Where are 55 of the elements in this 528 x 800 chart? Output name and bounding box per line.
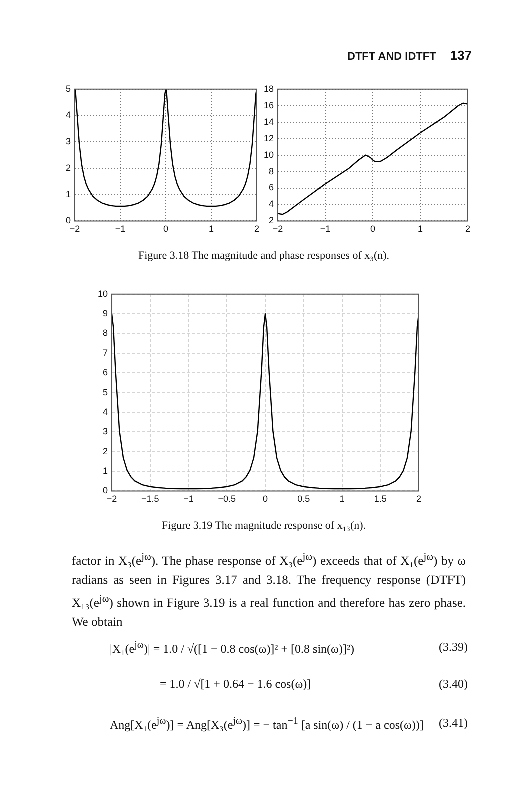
x-tick-label: 1 (418, 224, 424, 234)
y-tick-label: 3 (66, 136, 72, 147)
x-tick-label: −2 (272, 224, 284, 234)
x-tick-label: 1.5 (374, 494, 387, 504)
x-tick-label: −2 (70, 224, 80, 234)
x-tick-label: −0.5 (218, 494, 236, 504)
y-tick-label: 9 (102, 308, 108, 319)
x-tick-label: 0 (163, 224, 169, 234)
text: 137 (450, 48, 472, 63)
x-tick-label: −2 (106, 494, 118, 504)
text: (3.40) (439, 677, 468, 692)
x-tick-label: 2 (416, 494, 422, 504)
x-tick-label: −1 (320, 224, 331, 234)
y-tick-label: 2 (102, 446, 108, 456)
y-tick-label: 4 (268, 199, 274, 210)
text: = 1.0 / √[1 + 0.64 − 1.6 cos(ω)] (160, 677, 312, 692)
y-tick-label: 2 (66, 162, 72, 173)
y-tick-label: 18 (264, 84, 274, 94)
x-tick-label: 2 (254, 224, 260, 234)
y-tick-label: 6 (102, 368, 108, 378)
x-tick-label: 1 (340, 494, 345, 504)
y-tick-label: 1 (66, 189, 72, 200)
x-tick-label: 2 (465, 224, 471, 234)
y-tick-label: 8 (102, 328, 108, 338)
caption: Figure 3.18 The magnitude and phase responses of x₃(n). (137, 250, 391, 262)
y-tick-label: 10 (264, 150, 274, 160)
y-tick-label: 16 (264, 100, 274, 110)
x-tick-label: 1 (208, 224, 214, 234)
y-tick-label: 1 (102, 466, 108, 476)
x-tick-label: −1.5 (141, 494, 160, 504)
y-tick-label: 14 (264, 116, 274, 127)
y-tick-label: 2 (268, 216, 274, 226)
y-tick-label: 6 (268, 182, 274, 193)
y-tick-label: 5 (66, 84, 72, 94)
x-tick-label: −1 (115, 224, 126, 234)
y-tick-label: 12 (264, 133, 274, 144)
caption: Figure 3.19 The magnitude response of x₁₃(n). (160, 520, 368, 532)
y-tick-label: 7 (102, 348, 108, 358)
text: Ang[X₁(e$^{jω}$)] = Ang[X₃(e$^{jω}$)] = − tan$^{−1}$ [a sin(ω) / (1 − a cos(ω))] (110, 716, 424, 733)
text: DTFT AND IDTFT (348, 51, 436, 63)
y-tick-label: 4 (102, 406, 108, 417)
y-tick-label: 0 (102, 486, 108, 496)
x-tick-label: −1 (184, 494, 194, 504)
text: (3.39) (439, 640, 468, 655)
y-tick-label: 0 (66, 216, 72, 226)
text: (3.41) (439, 716, 468, 731)
y-tick-label: 5 (102, 387, 108, 398)
text: |X₁(e$^{jω}$)| = 1.0 / √([1 − 0.8 cos(ω)]² + [0.8 sin(ω)]²) (110, 640, 355, 657)
y-tick-label: 3 (102, 426, 108, 437)
x-tick-label: 0 (370, 224, 376, 234)
y-tick-label: 10 (98, 288, 108, 299)
x-tick-label: 0.5 (298, 494, 310, 504)
y-tick-label: 4 (66, 110, 72, 120)
text: factor in X₃(e$^{jω}$). The phase response of X₃(e$^{jω}$) exceeds that of X₁(e$^{jω}$) by ω radians as seen in Figures 3.17 and 3.18. The frequency response (DTFT) X₁₃(e$^{jω}$) shown in Figure 3.19 is a real function and therefore has zero phase. We obtain (72, 552, 466, 630)
y-tick-label: 8 (268, 166, 274, 176)
